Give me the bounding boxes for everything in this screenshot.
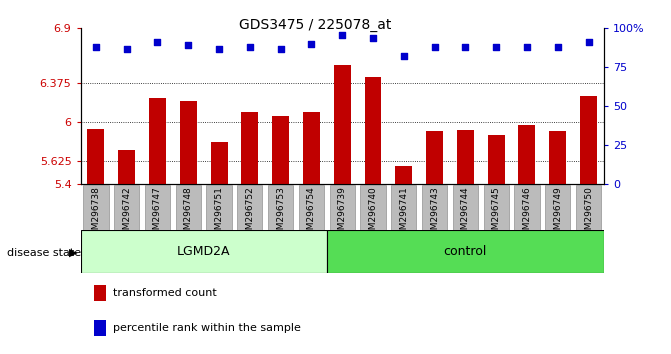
Point — [183, 42, 194, 48]
Bar — [364, 77, 381, 184]
Bar — [550, 131, 566, 184]
Point — [213, 46, 224, 51]
Point — [429, 44, 440, 50]
Bar — [211, 142, 227, 184]
Bar — [94, 285, 106, 301]
Bar — [453, 185, 478, 230]
Point — [337, 32, 348, 38]
Bar — [272, 115, 289, 184]
Text: transformed count: transformed count — [113, 288, 217, 298]
Bar — [426, 131, 443, 184]
Text: GSM296740: GSM296740 — [368, 186, 378, 241]
Text: GSM296751: GSM296751 — [215, 186, 223, 241]
Text: disease state: disease state — [7, 248, 81, 258]
Text: GSM296749: GSM296749 — [553, 186, 562, 241]
Text: GSM296738: GSM296738 — [91, 186, 101, 241]
Text: GDS3475 / 225078_at: GDS3475 / 225078_at — [239, 18, 392, 32]
Bar — [519, 125, 535, 184]
Bar — [81, 230, 327, 273]
Bar — [118, 150, 135, 184]
Text: GSM296750: GSM296750 — [584, 186, 593, 241]
Point — [368, 35, 378, 40]
Bar — [83, 185, 109, 230]
Point — [399, 53, 409, 59]
Bar — [580, 96, 597, 184]
Bar — [180, 101, 197, 184]
Text: GSM296747: GSM296747 — [153, 186, 162, 241]
Bar — [545, 185, 570, 230]
Bar — [145, 185, 170, 230]
Point — [583, 40, 594, 45]
Bar — [176, 185, 201, 230]
Point — [491, 44, 501, 50]
Bar — [238, 185, 262, 230]
Bar — [422, 185, 447, 230]
Bar — [457, 130, 474, 184]
Bar — [329, 185, 355, 230]
Bar — [87, 129, 105, 184]
Text: GSM296741: GSM296741 — [399, 186, 408, 241]
Text: GSM296744: GSM296744 — [461, 186, 470, 241]
Text: GSM296743: GSM296743 — [430, 186, 439, 241]
Bar — [303, 113, 320, 184]
Point — [521, 44, 532, 50]
Point — [306, 41, 317, 47]
Bar — [514, 185, 539, 230]
Point — [552, 44, 563, 50]
Bar — [149, 98, 166, 184]
Bar — [299, 185, 324, 230]
Bar — [333, 65, 351, 184]
Bar — [576, 185, 601, 230]
Point — [460, 44, 471, 50]
Bar — [488, 135, 505, 184]
Text: ▶: ▶ — [68, 248, 77, 258]
Text: GSM296748: GSM296748 — [184, 186, 193, 241]
Text: LGMD2A: LGMD2A — [177, 245, 230, 258]
Point — [91, 44, 101, 50]
Text: GSM296752: GSM296752 — [246, 186, 254, 241]
Bar — [94, 320, 106, 336]
Point — [244, 44, 255, 50]
Bar — [242, 113, 258, 184]
Text: GSM296753: GSM296753 — [276, 186, 285, 241]
Bar — [360, 185, 386, 230]
Text: GSM296754: GSM296754 — [307, 186, 316, 241]
Text: GSM296745: GSM296745 — [492, 186, 501, 241]
Bar — [327, 230, 604, 273]
Bar — [114, 185, 140, 230]
Text: GSM296739: GSM296739 — [338, 186, 347, 241]
Text: GSM296742: GSM296742 — [122, 186, 132, 241]
Bar — [268, 185, 293, 230]
Text: percentile rank within the sample: percentile rank within the sample — [113, 323, 301, 333]
Bar — [391, 185, 417, 230]
Bar — [395, 166, 412, 184]
Point — [152, 40, 163, 45]
Bar — [207, 185, 231, 230]
Point — [121, 46, 132, 51]
Text: GSM296746: GSM296746 — [523, 186, 531, 241]
Point — [275, 46, 286, 51]
Bar — [484, 185, 509, 230]
Text: control: control — [444, 245, 487, 258]
